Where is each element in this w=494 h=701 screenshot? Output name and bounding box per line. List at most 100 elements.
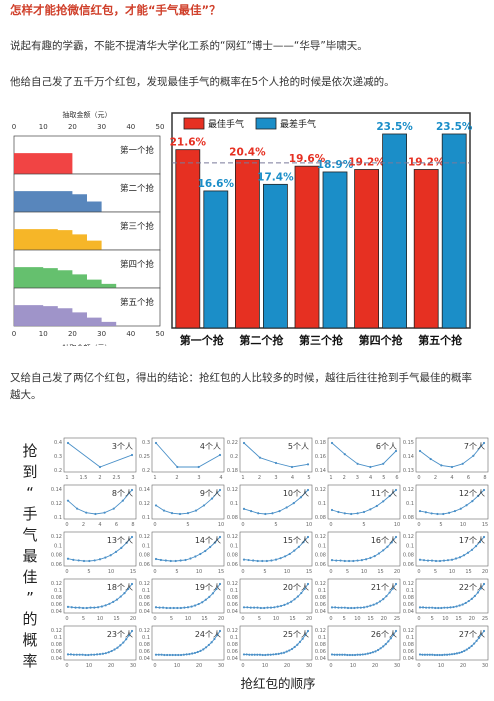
probability-point	[185, 653, 188, 656]
probability-point	[333, 653, 336, 656]
probability-point	[430, 512, 433, 515]
x-tick-label: 30	[394, 663, 400, 669]
small-plot: 16个人 0.12 0.1 0.08 0.060 5 10 15 20	[315, 531, 401, 575]
y-tick-label: 0.1	[230, 588, 238, 594]
y-tick-label: 0.04	[315, 609, 326, 615]
x-tick-label: 10	[449, 569, 455, 575]
probability-point	[199, 552, 202, 556]
data-label: 19.2%	[408, 156, 445, 168]
probability-point	[269, 653, 272, 656]
small-plot: 17个人 0.12 0.1 0.08 0.060 5 10 15 20	[403, 531, 489, 575]
probability-point	[306, 488, 310, 492]
x-tick-label: 5	[263, 569, 266, 575]
y-axis-label-char: 佳	[22, 568, 37, 586]
probability-point	[436, 512, 439, 516]
distribution-area	[14, 229, 102, 250]
y-tick-label: 0.1	[406, 635, 414, 641]
probability-point	[453, 509, 457, 513]
probability-point	[361, 653, 364, 656]
x-tick-label: 5	[175, 569, 178, 575]
probability-point	[356, 512, 359, 515]
probability-point	[461, 603, 464, 606]
probability-point	[482, 488, 486, 492]
probability-point	[130, 582, 134, 586]
probability-point	[471, 500, 474, 503]
probability-point	[256, 653, 259, 656]
bottom-tick-label: 20	[68, 330, 77, 338]
probability-point	[112, 600, 115, 604]
panel-label: 17个人	[459, 536, 485, 545]
probability-point	[330, 508, 334, 512]
probability-point	[245, 653, 248, 656]
probability-point	[163, 653, 166, 657]
panel-label: 20个人	[283, 583, 309, 592]
small-plot: 22个人 0.120.10.080.060.040 5 10 15 20 25	[403, 578, 489, 622]
probability-point	[454, 557, 458, 560]
top-tick-label: 50	[156, 123, 165, 131]
y-tick-label: 0.08	[227, 642, 238, 648]
probability-point	[81, 653, 84, 656]
probability-point	[479, 587, 483, 590]
probability-point	[482, 582, 486, 586]
probability-point	[378, 600, 382, 603]
probability-line	[331, 442, 397, 468]
probability-point	[440, 464, 443, 467]
y-tick-label: 0.18	[227, 468, 238, 474]
probability-point	[274, 653, 278, 656]
paragraph-fifty-million: 他给自己发了五千万个红包，发现最佳手气的概率在5个人抢的时候是依次递减的。	[10, 76, 395, 88]
x-tick-label: 5	[82, 616, 85, 622]
probability-point	[335, 559, 338, 562]
probability-point	[418, 509, 422, 513]
probability-point	[337, 510, 340, 514]
x-tick-label: 20	[284, 663, 290, 669]
amount-distribution-chart: 抽取金额（元） 0 10 20 30 40 50 第一个抢 第二个抢 第三个抢 第四个抢 第五个抢 0 1…	[10, 108, 170, 352]
probability-point	[130, 535, 134, 539]
x-tick-label: 15	[289, 616, 295, 622]
probability-point	[482, 629, 486, 633]
series-label: 第五个抢	[120, 297, 155, 308]
probability-point	[440, 606, 443, 610]
probability-point	[437, 606, 440, 610]
x-tick-label: 20	[482, 569, 488, 575]
probability-point	[351, 653, 354, 657]
probability-point	[343, 606, 346, 609]
probability-point	[336, 653, 339, 656]
probability-point	[306, 535, 310, 539]
probability-point	[201, 601, 204, 604]
probability-point	[266, 606, 269, 609]
y-tick-label: 0.06	[315, 562, 326, 568]
probability-point	[194, 509, 198, 512]
probability-point	[104, 604, 107, 607]
y-tick-label: 0.12	[51, 628, 62, 634]
probability-point	[288, 552, 291, 556]
probability-point	[303, 587, 306, 590]
probability-point	[394, 449, 398, 453]
probability-point	[337, 606, 340, 609]
distribution-area	[14, 267, 117, 288]
x-tick-label: 5	[431, 616, 434, 622]
probability-point	[171, 653, 174, 657]
probability-point	[476, 591, 480, 594]
probability-point	[418, 558, 422, 561]
probability-point	[101, 652, 105, 655]
probability-point	[157, 653, 160, 656]
y-tick-label: 0.1	[54, 543, 62, 549]
probability-point	[168, 653, 172, 657]
top-tick-label: 20	[68, 123, 77, 131]
x-tick-label: 0	[329, 663, 332, 669]
probability-point	[356, 653, 359, 656]
probability-point	[306, 463, 310, 466]
x-tick-label: 0	[329, 616, 332, 622]
y-tick-label: 0.06	[51, 649, 62, 655]
probability-point	[285, 506, 288, 509]
y-tick-label: 0.18	[315, 440, 326, 446]
probability-point	[453, 652, 456, 656]
probability-point	[110, 649, 113, 653]
probability-point	[418, 449, 422, 453]
x-tick-label: 20	[108, 663, 114, 669]
probability-point	[341, 653, 344, 656]
probability-point	[178, 512, 182, 516]
x-tick-label: 6	[467, 475, 470, 481]
probability-point	[369, 465, 372, 469]
x-tick-label: 8	[131, 522, 134, 528]
